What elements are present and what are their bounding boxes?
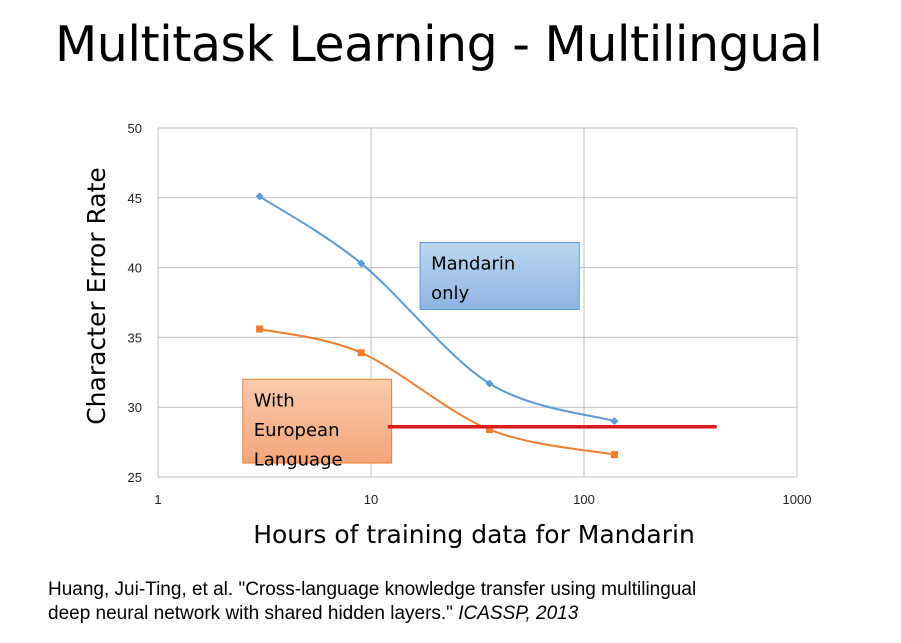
y-tick-label: 25 xyxy=(128,470,142,485)
x-tick-label: 1 xyxy=(154,492,161,507)
annotation-text: Mandarin xyxy=(431,253,515,274)
x-tick-label: 100 xyxy=(573,492,595,507)
x-tick-label: 1000 xyxy=(783,492,812,507)
data-point xyxy=(610,417,619,426)
x-tick-label: 10 xyxy=(364,492,378,507)
y-tick-label: 50 xyxy=(128,121,142,136)
citation-line1: Huang, Jui-Ting, et al. "Cross-language … xyxy=(48,579,697,600)
data-point xyxy=(255,192,264,201)
y-axis-label: Character Error Rate xyxy=(82,167,111,425)
data-point xyxy=(610,451,618,459)
data-point xyxy=(357,349,365,357)
annotation-text: With xyxy=(254,390,295,411)
citation-venue: ICASSP, 2013 xyxy=(458,603,579,624)
annotation-text: only xyxy=(431,283,469,304)
data-point xyxy=(485,379,494,388)
y-tick-label: 45 xyxy=(128,191,142,206)
data-point xyxy=(485,426,493,434)
annotation-box xyxy=(419,241,580,310)
y-tick-label: 30 xyxy=(128,400,142,415)
y-tick-label: 35 xyxy=(128,330,142,345)
citation-line2: deep neural network with shared hidden l… xyxy=(48,603,459,624)
series-line xyxy=(259,195,615,423)
citation: Huang, Jui-Ting, et al. "Cross-language … xyxy=(48,578,888,626)
chart: 25 30 35 40 45 50 1 10 100 1000 Mandarin only With E… xyxy=(82,121,812,549)
data-point xyxy=(256,325,264,333)
annotation-box xyxy=(242,378,393,464)
annotation-text: European xyxy=(254,420,340,441)
tick-labels: 25 30 35 40 45 50 1 10 100 1000 xyxy=(128,121,812,507)
annotation-text: Language xyxy=(254,449,343,470)
y-tick-label: 40 xyxy=(128,261,142,276)
grid xyxy=(157,127,798,478)
x-axis-label: Hours of training data for Mandarin xyxy=(253,520,695,549)
data-point xyxy=(357,259,366,268)
series xyxy=(255,192,619,459)
slide-title: Multitask Learning - Multilingual xyxy=(55,16,823,73)
series-line xyxy=(259,328,615,456)
annotations: Mandarin only With European Language xyxy=(242,241,580,470)
